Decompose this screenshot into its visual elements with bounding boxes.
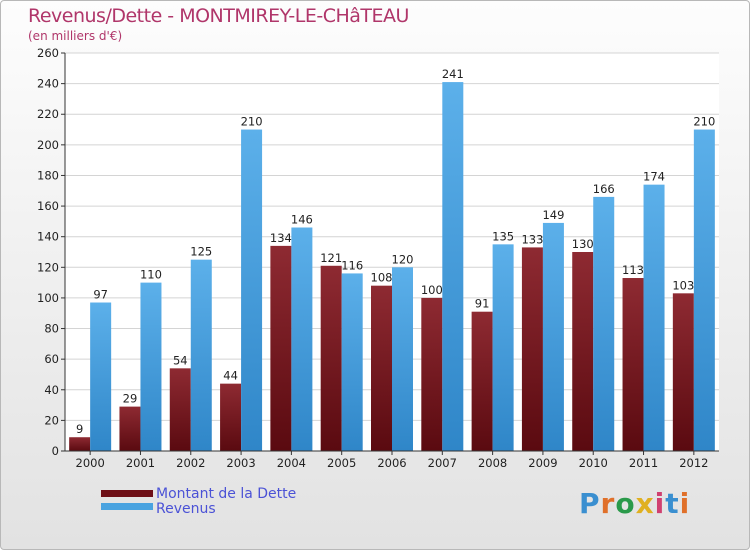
bar-dette [270,245,292,451]
value-label-dette: 9 [76,422,83,436]
bar-dette [672,293,694,451]
value-label-revenus: 174 [643,170,665,184]
bar-dette [220,383,242,451]
value-label-dette: 29 [123,392,138,406]
value-label-dette: 108 [371,271,393,285]
value-label-dette: 91 [475,297,490,311]
bar-revenus [643,184,665,451]
logo-letter: r [600,487,616,520]
value-label-dette: 130 [572,237,594,251]
bar-revenus [492,244,514,451]
bar-dette [521,247,543,451]
x-tick-label: 2004 [277,456,306,470]
y-tick-label: 60 [44,352,59,366]
x-tick-label: 2002 [176,456,205,470]
value-label-dette: 54 [173,353,188,367]
y-tick-label: 0 [52,444,59,458]
value-label-dette: 134 [270,231,292,245]
value-label-dette: 133 [521,232,543,246]
x-tick-label: 2010 [579,456,608,470]
y-tick-label: 180 [37,168,59,182]
value-label-dette: 103 [672,278,694,292]
y-tick-label: 220 [37,107,59,121]
value-label-revenus: 166 [593,182,615,196]
value-label-dette: 100 [421,283,443,297]
bar-dette [169,368,191,451]
logo-letter: o [615,487,636,520]
x-tick-label: 2011 [629,456,658,470]
value-label-revenus: 210 [241,115,263,129]
value-label-revenus: 120 [392,252,414,266]
value-label-revenus: 241 [442,67,464,81]
bar-revenus [542,222,564,451]
value-label-revenus: 149 [542,208,564,222]
value-label-revenus: 110 [140,268,162,282]
value-label-dette: 44 [223,369,238,383]
value-label-dette: 113 [622,263,644,277]
logo-letter: P [579,487,601,520]
value-label-dette: 121 [320,251,342,265]
bar-revenus [190,259,212,451]
bar-dette [119,406,141,451]
bar-revenus [241,129,263,452]
x-tick-label: 2003 [226,456,255,470]
logo-letter: t [665,487,680,520]
x-tick-label: 2009 [528,456,557,470]
value-label-revenus: 210 [693,115,715,129]
chart-subtitle: (en milliers d'€) [28,29,123,43]
value-label-revenus: 97 [93,288,108,302]
bar-dette [471,311,493,451]
bar-dette [69,437,91,451]
legend-swatch-revenus [101,503,153,510]
bar-revenus [392,267,413,451]
bar-revenus [442,82,464,451]
bar-dette [622,278,644,451]
value-label-revenus: 146 [291,213,313,227]
x-tick-label: 2007 [428,456,457,470]
x-tick-label: 2000 [76,456,105,470]
x-tick-label: 2008 [478,456,507,470]
value-label-revenus: 135 [492,229,514,243]
chart-title: Revenus/Dette - MONTMIREY-LE-CHâTEAU [28,5,409,27]
y-tick-label: 200 [37,138,59,152]
bar-dette [421,297,443,451]
y-tick-label: 20 [44,413,59,427]
bar-revenus [140,282,162,451]
bar-dette [572,252,594,451]
x-tick-label: 2012 [679,456,708,470]
logo-letter: i [654,487,666,520]
y-tick-label: 40 [44,383,59,397]
y-tick-label: 120 [37,260,59,274]
y-tick-label: 240 [37,77,59,91]
bar-revenus [291,227,313,451]
x-tick-label: 2005 [327,456,356,470]
bar-revenus [593,196,615,451]
y-tick-label: 160 [37,199,59,213]
bar-revenus [341,273,363,451]
y-tick-label: 100 [37,291,59,305]
legend-label-revenus: Revenus [156,501,216,517]
y-tick-label: 80 [44,322,59,336]
x-tick-label: 2001 [126,456,155,470]
bar-dette [320,265,342,451]
legend-label-dette: Montant de la Dette [156,486,297,502]
bar-dette [371,285,392,451]
bar-revenus [693,129,715,452]
x-tick-label: 2006 [377,456,406,470]
proxiti-logo: Proxiti [579,487,690,520]
value-label-revenus: 125 [190,245,212,259]
y-tick-label: 140 [37,230,59,244]
value-label-revenus: 116 [341,258,363,272]
logo-letter: i [679,487,691,520]
legend-swatch-dette [101,490,153,497]
logo-letter: x [635,487,655,520]
bar-revenus [90,302,112,451]
y-tick-label: 260 [37,46,59,60]
